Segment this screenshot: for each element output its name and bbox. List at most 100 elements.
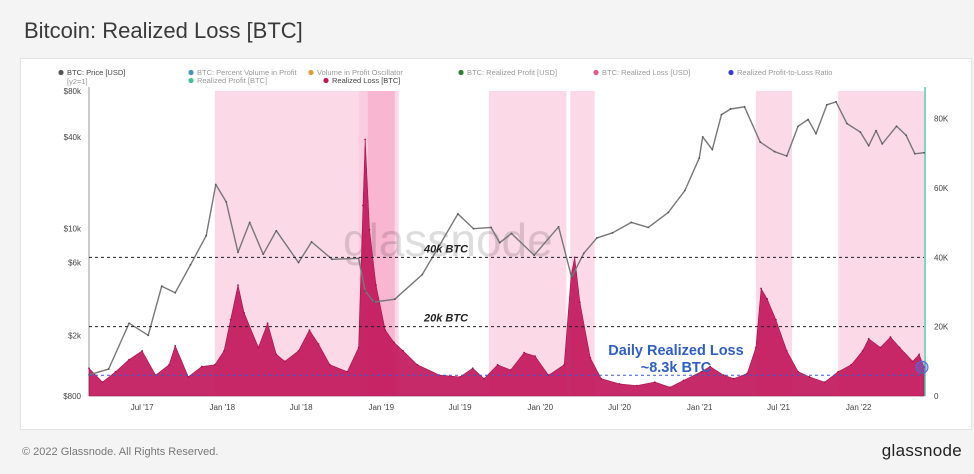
- realized-loss-point: [709, 365, 712, 368]
- legend-item[interactable]: Volume in Profit Oscillator: [308, 68, 403, 77]
- right-tick-label: 0: [934, 392, 939, 401]
- price-point: [205, 234, 208, 237]
- realized-loss-point: [563, 363, 566, 366]
- legend-item[interactable]: Realized Profit [BTC]: [188, 76, 267, 85]
- price-point: [160, 285, 163, 288]
- price-point: [913, 152, 916, 155]
- price-point: [611, 231, 614, 234]
- legend-swatch: [458, 69, 464, 76]
- realized-loss-point: [200, 365, 203, 368]
- right-tick-label: 60K: [934, 184, 949, 193]
- realized-loss-point: [722, 374, 725, 377]
- price-point: [846, 122, 848, 125]
- realized-loss-point: [317, 343, 320, 345]
- x-tick-label: Jan '19: [368, 403, 394, 412]
- realized-loss-point: [911, 360, 914, 363]
- left-tick-label: $6k: [68, 259, 82, 268]
- realized-loss-point: [754, 346, 757, 349]
- x-tick-label: Jul '21: [767, 403, 790, 412]
- realized-loss-point: [823, 381, 826, 384]
- price-point: [875, 129, 877, 132]
- realized-loss-point: [243, 311, 245, 314]
- price-point: [510, 232, 513, 235]
- x-tick-label: Jul '19: [449, 403, 472, 412]
- price-point: [825, 103, 828, 106]
- chart-svg: BTC: Price [USD] BTC: Percent Volume in P…: [58, 68, 949, 412]
- price-point: [815, 132, 817, 135]
- realized-loss-point: [375, 284, 377, 286]
- realized-loss-point: [534, 355, 536, 358]
- realized-loss-point: [547, 374, 550, 377]
- price-point: [225, 200, 228, 203]
- legend-swatch: [308, 69, 314, 76]
- realized-loss-point: [416, 363, 419, 366]
- price-point: [785, 155, 788, 157]
- realized-loss-point: [402, 350, 404, 352]
- realized-loss-point: [923, 366, 925, 369]
- price-point: [647, 226, 650, 229]
- legend-label: BTC: Realized Loss [USD]: [602, 68, 690, 77]
- realized-loss-point: [368, 228, 371, 231]
- price-point: [797, 125, 800, 128]
- realized-loss-point: [328, 363, 331, 366]
- price-point: [667, 211, 670, 214]
- price-point: [490, 226, 492, 229]
- price-point: [107, 368, 110, 371]
- price-point: [895, 125, 898, 128]
- realized-loss-point: [187, 376, 190, 378]
- realized-loss-point: [618, 382, 621, 385]
- legend-item[interactable]: Realized Profit-to-Loss Ratio: [728, 68, 832, 77]
- legend-item[interactable]: BTC: Realized Profit [USD]: [458, 68, 557, 77]
- realized-loss-point: [275, 353, 278, 356]
- price-point: [698, 157, 701, 160]
- left-tick-label: $2k: [68, 331, 82, 340]
- realized-loss-point: [523, 351, 526, 354]
- right-tick-label: 80K: [934, 115, 949, 124]
- legend-item[interactable]: Realized Loss [BTC]: [323, 76, 400, 85]
- legend-swatch: [58, 69, 64, 76]
- left-tick-label: $40k: [64, 133, 82, 142]
- price-point: [720, 113, 723, 116]
- price-point: [759, 141, 762, 143]
- realized-loss-point: [266, 322, 269, 325]
- realized-loss-point: [88, 367, 90, 370]
- price-point: [881, 142, 884, 145]
- realized-loss-point: [284, 360, 286, 363]
- legend-item[interactable]: BTC: Realized Loss [USD]: [593, 68, 690, 77]
- x-tick-label: Jul '17: [131, 403, 154, 412]
- price-point: [533, 254, 536, 257]
- legend-item[interactable]: BTC: Percent Volume in Profit: [188, 68, 298, 77]
- price-point: [859, 131, 862, 134]
- legend-label: BTC: Percent Volume in Profit: [197, 68, 298, 77]
- legend-item[interactable]: BTC: Price [USD]: [58, 68, 125, 77]
- chart-card: BTC: Price [USD] BTC: Percent Volume in P…: [20, 58, 972, 430]
- copyright-text: © 2022 Glassnode. All Rights Reserved.: [22, 446, 219, 458]
- price-point: [189, 263, 192, 266]
- realized-loss-point: [797, 370, 800, 373]
- legend-label: BTC: Realized Profit [USD]: [467, 68, 557, 77]
- glassnode-logo: glassnode: [881, 441, 962, 460]
- annotation-group: Daily Realized Loss~8.3k BTC: [608, 343, 929, 376]
- realized-loss-point: [174, 344, 177, 347]
- current-value-marker: [915, 360, 929, 374]
- realized-loss-point: [168, 363, 171, 366]
- realized-loss-point: [346, 370, 349, 373]
- realized-loss-point: [509, 369, 512, 371]
- realized-loss-point: [879, 346, 882, 349]
- realized-loss-point: [364, 138, 367, 141]
- price-point: [147, 334, 150, 337]
- chart-legend: BTC: Price [USD] BTC: Percent Volume in P…: [58, 68, 832, 86]
- x-tick-label: Jul '18: [290, 403, 313, 412]
- realized-loss-point: [589, 356, 592, 359]
- realized-loss-point: [867, 337, 870, 340]
- realized-loss-point: [229, 318, 232, 321]
- price-point: [773, 150, 776, 153]
- highlight-bands: [214, 91, 924, 396]
- price-point: [174, 291, 177, 294]
- price-point: [701, 136, 704, 138]
- legend-label: Realized Profit-to-Loss Ratio: [737, 68, 832, 77]
- price-point: [393, 298, 396, 301]
- realized-loss-point: [297, 350, 300, 352]
- price-point: [214, 183, 217, 186]
- threshold-label: 40k BTC: [423, 243, 469, 255]
